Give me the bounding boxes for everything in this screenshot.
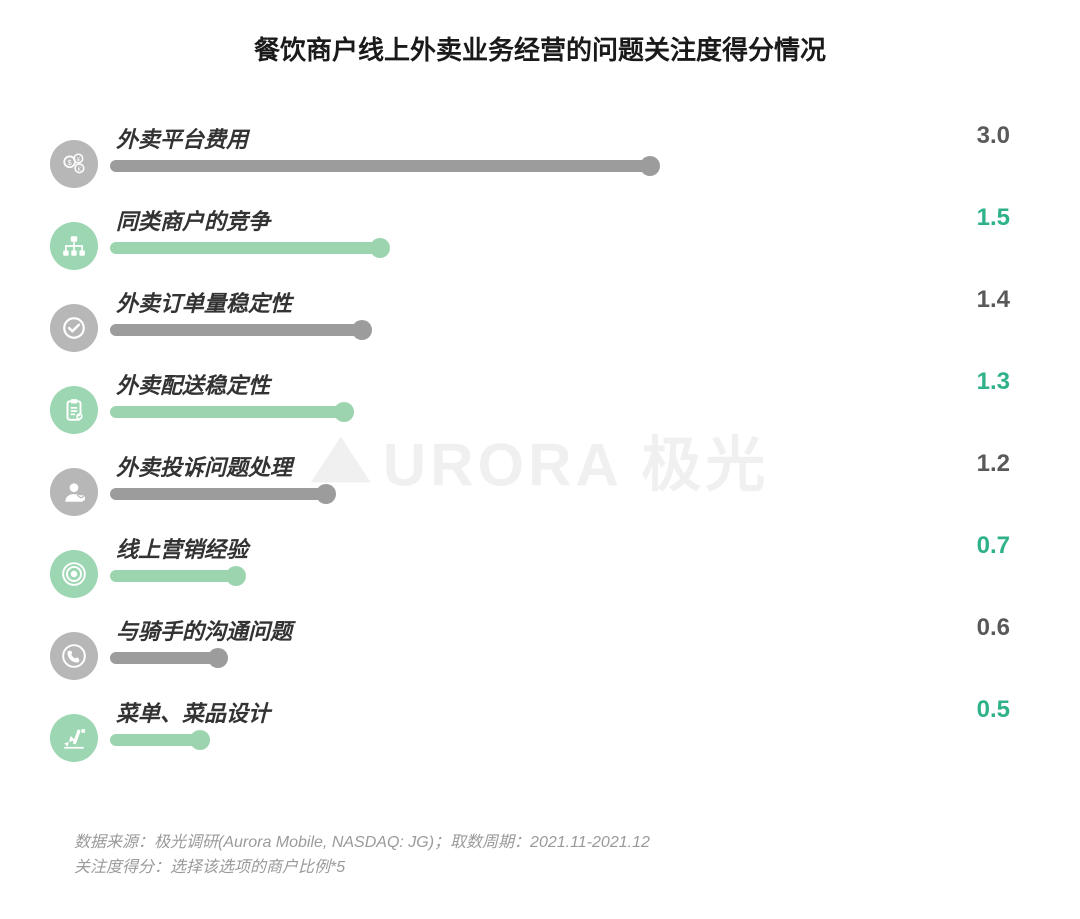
bar-value: 3.0 <box>977 122 1010 150</box>
bar-value: 0.7 <box>977 532 1010 560</box>
bar-value: 1.2 <box>977 450 1010 478</box>
bar-fill <box>110 242 380 254</box>
bar-label: 线上营销经验 <box>116 532 1010 564</box>
bar-cap <box>352 320 372 340</box>
bar-track <box>110 404 1010 418</box>
bar-track <box>110 650 1010 664</box>
bar-cap <box>370 238 390 258</box>
phone-icon <box>50 632 98 680</box>
chart-footer: 数据来源：极光调研(Aurora Mobile, NASDAQ: JG)；取数周… <box>74 830 650 881</box>
bar-value: 1.5 <box>977 204 1010 232</box>
bar-cap <box>190 730 210 750</box>
org-icon <box>50 222 98 270</box>
chart-row: 外卖平台费用 3.0 <box>110 122 1010 172</box>
footer-source: 数据来源：极光调研(Aurora Mobile, NASDAQ: JG)；取数周… <box>74 830 650 856</box>
chart-row: 与骑手的沟通问题 0.6 <box>110 614 1010 664</box>
bar-track <box>110 486 1010 500</box>
currency-icon <box>50 140 98 188</box>
bar-label: 外卖配送稳定性 <box>116 368 1010 400</box>
bar-fill <box>110 406 344 418</box>
bar-label: 外卖订单量稳定性 <box>116 286 1010 318</box>
chart-row: 同类商户的竞争 1.5 <box>110 204 1010 254</box>
bar-cap <box>226 566 246 586</box>
chart-row: 菜单、菜品设计 0.5 <box>110 696 1010 746</box>
chart-row: 外卖配送稳定性 1.3 <box>110 368 1010 418</box>
chart-title: 餐饮商户线上外卖业务经营的问题关注度得分情况 <box>50 30 1030 67</box>
bar-fill <box>110 324 362 336</box>
bar-track <box>110 240 1010 254</box>
bar-chart: 外卖平台费用 3.0 同类商户的竞争 1.5 外卖订单量稳定性 1.4 外卖配送… <box>50 122 1030 746</box>
bar-value: 1.4 <box>977 286 1010 314</box>
bar-fill <box>110 734 200 746</box>
bar-label: 外卖投诉问题处理 <box>116 450 1010 482</box>
bar-fill <box>110 488 326 500</box>
bar-track <box>110 568 1010 582</box>
bar-value: 0.6 <box>977 614 1010 642</box>
bar-label: 菜单、菜品设计 <box>116 696 1010 728</box>
broadcast-icon <box>50 550 98 598</box>
bar-cap <box>208 648 228 668</box>
bar-fill <box>110 570 236 582</box>
bar-value: 0.5 <box>977 696 1010 724</box>
bar-cap <box>316 484 336 504</box>
bar-label: 外卖平台费用 <box>116 122 1010 154</box>
bar-track <box>110 732 1010 746</box>
design-icon <box>50 714 98 762</box>
bar-cap <box>640 156 660 176</box>
bar-value: 1.3 <box>977 368 1010 396</box>
bar-fill <box>110 160 650 172</box>
chart-row: 线上营销经验 0.7 <box>110 532 1010 582</box>
bar-label: 同类商户的竞争 <box>116 204 1010 236</box>
chart-row: 外卖投诉问题处理 1.2 <box>110 450 1010 500</box>
chart-row: 外卖订单量稳定性 1.4 <box>110 286 1010 336</box>
person-icon <box>50 468 98 516</box>
bar-cap <box>334 402 354 422</box>
clipboard-icon <box>50 386 98 434</box>
bar-track <box>110 158 1010 172</box>
footer-note: 关注度得分：选择该选项的商户比例*5 <box>74 855 650 881</box>
bar-track <box>110 322 1010 336</box>
check-circle-icon <box>50 304 98 352</box>
bar-fill <box>110 652 218 664</box>
bar-label: 与骑手的沟通问题 <box>116 614 1010 646</box>
